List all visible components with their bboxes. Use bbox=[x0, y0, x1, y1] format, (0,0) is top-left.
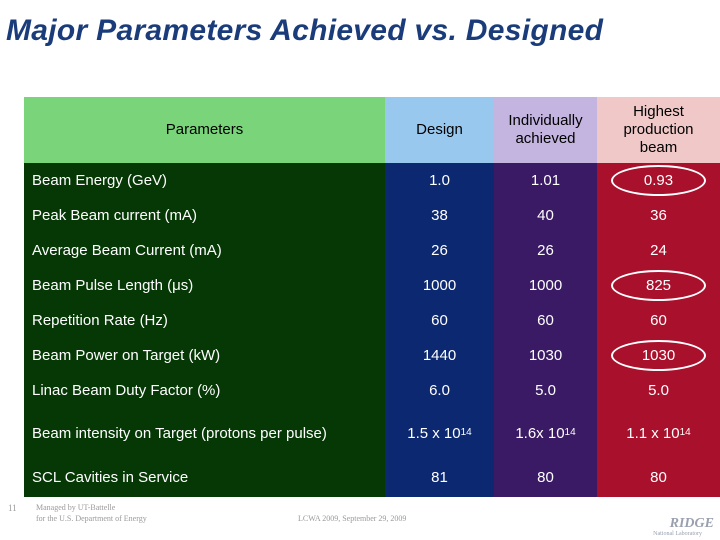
row-label: Beam Energy (GeV) bbox=[32, 172, 168, 189]
row-production-value: 36 bbox=[597, 198, 720, 233]
row-design-value: 1.0 bbox=[385, 163, 494, 198]
value-text: 60 bbox=[537, 312, 554, 329]
value-text: 81 bbox=[431, 469, 448, 486]
row-individual-value: 40 bbox=[494, 198, 597, 233]
row-label: SCL Cavities in Service bbox=[32, 469, 189, 486]
row-individual-value: 1.01 bbox=[494, 163, 597, 198]
value-text: 1.5 x 10 bbox=[407, 424, 461, 442]
row-label: Linac Beam Duty Factor (%) bbox=[32, 382, 221, 399]
value-text: 5.0 bbox=[648, 382, 669, 399]
row-individual-value: 1030 bbox=[494, 338, 597, 373]
value-text: 26 bbox=[431, 242, 448, 259]
value-text: 80 bbox=[537, 469, 554, 486]
row-design-value: 81 bbox=[385, 458, 494, 497]
body-bg-parameters bbox=[24, 163, 385, 497]
value-text: 1.01 bbox=[530, 172, 561, 189]
managed-line-2: for the U.S. Department of Energy bbox=[36, 514, 147, 523]
row-label: Repetition Rate (Hz) bbox=[32, 312, 168, 329]
value-text: 24 bbox=[650, 242, 667, 259]
value-text: 80 bbox=[650, 469, 667, 486]
row-design-value: 60 bbox=[385, 303, 494, 338]
row-label: Beam intensity on Target (protons per pu… bbox=[32, 424, 327, 442]
header-bg-production bbox=[597, 97, 720, 163]
row-design-value: 26 bbox=[385, 233, 494, 268]
row-design-value: 1000 bbox=[385, 268, 494, 303]
highlight-circle bbox=[611, 270, 706, 301]
body-bg-production bbox=[597, 163, 720, 497]
value-text: 40 bbox=[537, 207, 554, 224]
slide-number: 11 bbox=[8, 503, 17, 513]
value-text: 26 bbox=[537, 242, 554, 259]
row-label: Average Beam Current (mA) bbox=[32, 242, 222, 259]
value-text: 1.1 x 10 bbox=[626, 424, 680, 442]
header-individual: Individually achieved bbox=[508, 112, 583, 147]
header-bg-individual bbox=[494, 97, 597, 163]
value-text: 6.0 bbox=[429, 382, 450, 399]
row-individual-value: 60 bbox=[494, 303, 597, 338]
value-text: 5.0 bbox=[535, 382, 556, 399]
row-design-value: 1.5 x 10 14 bbox=[407, 424, 472, 442]
ornl-logo-subtitle: National Laboratory bbox=[653, 531, 702, 537]
highlight-circle bbox=[611, 165, 706, 196]
body-bg-design bbox=[385, 163, 494, 497]
body-bg-individual bbox=[494, 163, 597, 497]
header-bg-design bbox=[385, 97, 494, 163]
value-text: 1000 bbox=[528, 277, 563, 294]
row-label: Peak Beam current (mA) bbox=[32, 207, 198, 224]
value-text: 36 bbox=[650, 207, 667, 224]
header-bg-parameters bbox=[24, 97, 385, 163]
row-individual-value: 26 bbox=[494, 233, 597, 268]
value-text: 1.6x 10 bbox=[515, 424, 565, 442]
event-footer: LCWA 2009, September 29, 2009 bbox=[298, 514, 407, 523]
value-text: 60 bbox=[650, 312, 667, 329]
row-individual-value: 80 bbox=[494, 458, 597, 497]
managed-line-1: Managed by UT-Battelle bbox=[36, 503, 116, 512]
value-text: 60 bbox=[431, 312, 448, 329]
row-production-value: 5.0 bbox=[597, 373, 720, 408]
row-production-value: 24 bbox=[597, 233, 720, 268]
row-individual-value: 1000 bbox=[494, 268, 597, 303]
row-individual-value: 5.0 bbox=[494, 373, 597, 408]
row-design-value: 6.0 bbox=[385, 373, 494, 408]
row-design-value: 1440 bbox=[385, 338, 494, 373]
row-production-value: 80 bbox=[597, 458, 720, 497]
row-label: Beam Pulse Length (μs) bbox=[32, 277, 194, 294]
highlight-circle bbox=[611, 340, 706, 371]
row-production-value: 1.1 x 10 14 bbox=[626, 424, 691, 442]
value-text: 1030 bbox=[528, 347, 563, 364]
value-text: 1.0 bbox=[429, 172, 450, 189]
ornl-logo: RIDGE bbox=[669, 516, 714, 531]
parameters-table: Parameters Design Individually achieved … bbox=[24, 97, 720, 497]
header-design: Design bbox=[416, 121, 463, 138]
row-production-value: 60 bbox=[597, 303, 720, 338]
value-text: 1000 bbox=[422, 277, 457, 294]
row-label: Beam Power on Target (kW) bbox=[32, 347, 221, 364]
value-text: 38 bbox=[431, 207, 448, 224]
row-design-value: 38 bbox=[385, 198, 494, 233]
value-text: 1440 bbox=[422, 347, 457, 364]
header-production: Highest production beam bbox=[623, 103, 694, 156]
header-parameters: Parameters bbox=[165, 121, 244, 138]
row-individual-value: 1.6x 10 14 bbox=[515, 424, 576, 442]
slide-title: Major Parameters Achieved vs. Designed bbox=[6, 14, 604, 47]
